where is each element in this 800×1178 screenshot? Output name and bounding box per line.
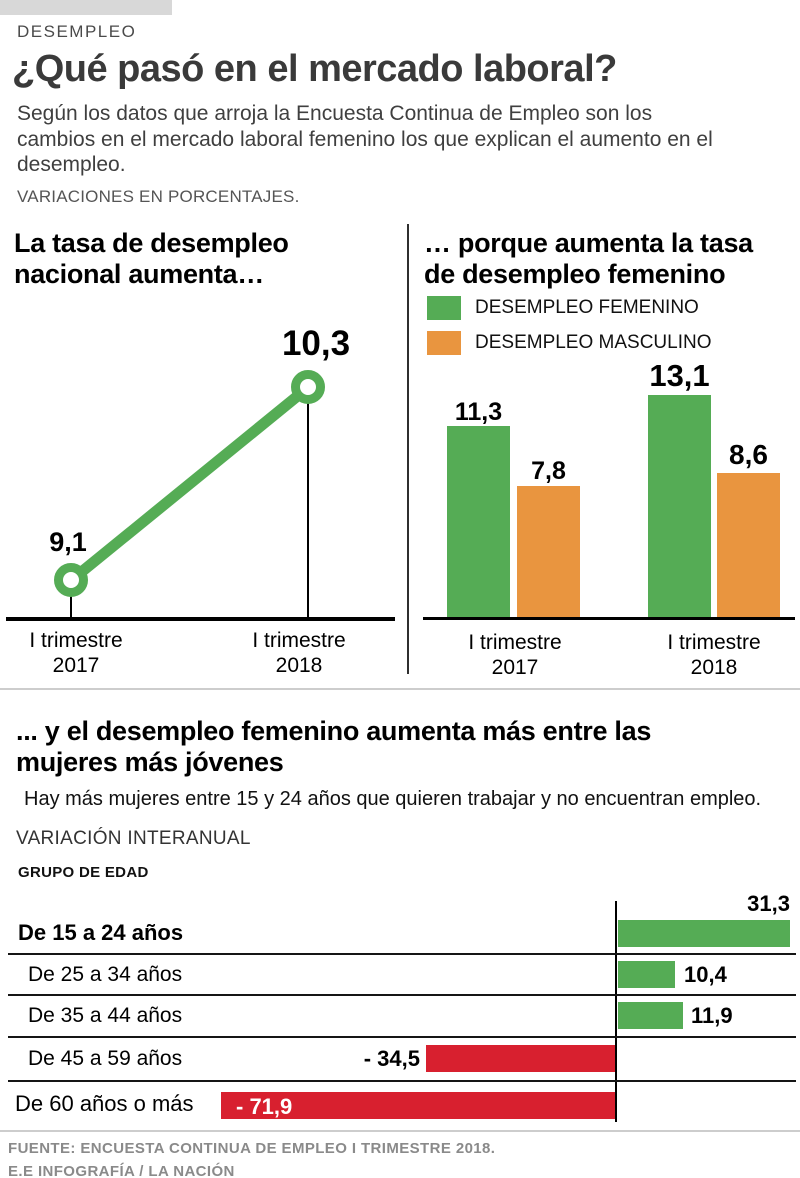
legend-label-femenino: DESEMPLEO FEMENINO: [475, 297, 699, 318]
hbar-1: [618, 961, 675, 988]
data-point-marker: [54, 563, 88, 597]
bar-femenino-2017: [447, 426, 510, 620]
bar-x-axis: [423, 617, 795, 620]
top-accent-bar: [0, 0, 172, 15]
legend-swatch-masculino: [427, 331, 461, 355]
legend-label-masculino: DESEMPLEO MASCULINO: [475, 332, 712, 353]
hbar-zero-axis: [615, 901, 617, 1122]
hbar-value-35-44: 11,9: [691, 1003, 733, 1028]
hbar-category-25-34: De 25 a 34 años: [28, 963, 183, 986]
unit-note: VARIACIONES EN PORCENTAJES.: [17, 187, 300, 206]
bar-masculino-2017: [517, 486, 580, 620]
hbar-value-60-mas: - 71,9: [236, 1094, 293, 1119]
bar-value-masculino-2018: 8,6: [729, 439, 768, 470]
line-drop-2018: [307, 397, 309, 617]
line-point-label-2018: 10,3: [281, 324, 351, 363]
line-x-axis: [6, 617, 395, 621]
line-x-tick-label-2018: I trimestre 2018: [252, 629, 346, 677]
hbar-value-45-59: - 34,5: [363, 1046, 420, 1071]
bar-x-tick-label-2017: I trimestre 2017: [468, 631, 562, 679]
row-separator: [8, 994, 796, 996]
hbar-category-35-44: De 35 a 44 años: [28, 1004, 183, 1027]
horizontal-section-divider: [0, 688, 800, 690]
hbar-category-15-24: De 15 a 24 años: [18, 920, 184, 945]
footer-credit: E.E INFOGRAFÍA / LA NACIÓN: [8, 1163, 235, 1178]
hbar-0: [618, 920, 790, 947]
line-tick-2017: [70, 596, 72, 618]
hbar-category-60-mas: De 60 años o más: [15, 1091, 194, 1116]
hbar-chart-subtitle: Hay más mujeres entre 15 y 24 años que q…: [24, 788, 762, 810]
hbar-value-25-34: 10,4: [684, 962, 727, 987]
legend-item-femenino: DESEMPLEO FEMENINO: [427, 296, 699, 320]
hbar-2: [618, 1002, 683, 1029]
footer: FUENTE: ENCUESTA CONTINUA DE EMPLEO I TR…: [8, 1137, 495, 1178]
section-kicker: DESEMPLEO: [17, 22, 137, 41]
row-separator: [8, 1080, 796, 1082]
hbar-chart-title: ... y el desempleo femenino aumenta más …: [16, 716, 652, 778]
data-point-marker: [291, 370, 325, 405]
line-point-label-2017: 9,1: [49, 527, 87, 557]
bar-value-masculino-2017: 7,8: [531, 457, 566, 485]
legend-swatch-femenino: [427, 296, 461, 320]
bar-masculino-2018: [717, 473, 780, 620]
page-title: ¿Qué pasó en el mercado laboral?: [12, 48, 617, 90]
vertical-section-divider: [407, 224, 409, 674]
footer-source: FUENTE: ENCUESTA CONTINUA DE EMPLEO I TR…: [8, 1140, 496, 1157]
line-chart-title: La tasa de desempleo nacional aumenta…: [14, 228, 289, 289]
bar-femenino-2018: [648, 395, 711, 620]
bar-x-tick-label-2018: I trimestre 2018: [667, 631, 761, 679]
intro-text: Según los datos que arroja la Encuesta C…: [17, 102, 713, 177]
bar-value-femenino-2018: 13,1: [649, 358, 710, 393]
bar-value-femenino-2017: 11,3: [454, 398, 503, 426]
trend-line: [67, 382, 312, 585]
legend-item-masculino: DESEMPLEO MASCULINO: [427, 331, 712, 355]
footer-divider: [0, 1130, 800, 1132]
hbar-4: [221, 1092, 616, 1119]
hbar-chart-header: VARIACIÓN INTERANUAL: [16, 828, 251, 849]
bar-chart-title: … porque aumenta la tasa de desempleo fe…: [424, 228, 753, 289]
line-x-tick-label-2017: I trimestre 2017: [29, 629, 123, 677]
hbar-3: [426, 1045, 616, 1072]
hbar-axis-label: GRUPO DE EDAD: [18, 864, 149, 881]
row-separator: [8, 953, 796, 955]
row-separator: [8, 1036, 796, 1038]
hbar-category-45-59: De 45 a 59 años: [28, 1047, 183, 1070]
hbar-value-15-24: 31,3: [747, 891, 790, 916]
